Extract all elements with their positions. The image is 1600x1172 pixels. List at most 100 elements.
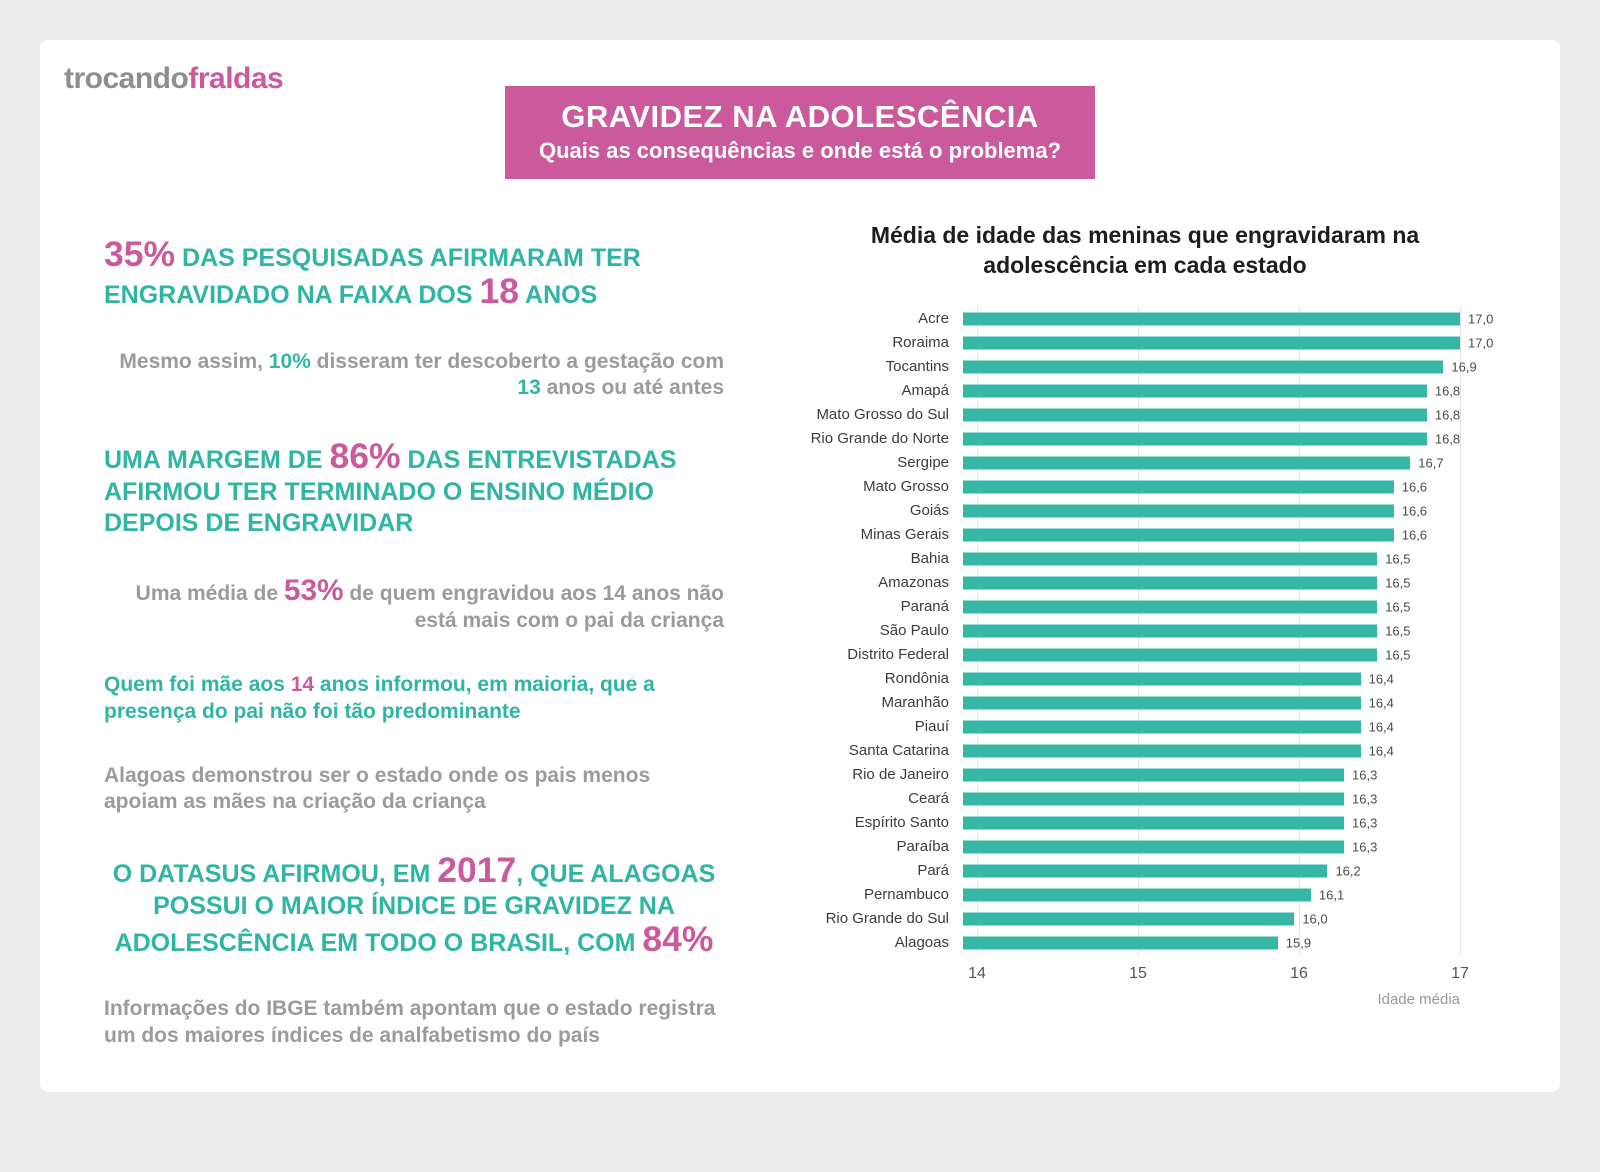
page-title: GRAVIDEZ NA ADOLESCÊNCIA <box>561 99 1039 134</box>
state-label: Maranhão <box>881 694 949 712</box>
chart-section: Média de idade das meninas que engravida… <box>724 221 1512 1087</box>
value-label: 16,1 <box>1318 887 1345 903</box>
stat-text-segment: Alagoas demonstrou ser o estado onde os … <box>104 763 651 814</box>
value-bar <box>963 744 1361 758</box>
state-label: Piauí <box>914 718 949 736</box>
value-label: 16,4 <box>1368 743 1394 759</box>
state-label: Paraná <box>900 598 949 616</box>
stat-text-segment: Quem foi mãe aos <box>104 672 291 696</box>
stat-text-segment: 84% <box>642 918 714 959</box>
state-label: Rio de Janeiro <box>852 766 949 784</box>
axis-tick-label: 14 <box>968 964 986 982</box>
state-label: Alagoas <box>894 934 949 952</box>
state-label: Bahia <box>910 550 949 568</box>
chart-row: Paraíba 16,3 <box>778 835 1512 859</box>
row-plot-area: 16,5 <box>963 571 1460 595</box>
header-banner: GRAVIDEZ NA ADOLESCÊNCIA Quais as conseq… <box>504 86 1096 179</box>
chart-row: Tocantins 16,9 <box>778 355 1512 379</box>
chart-row: Amapá 16,8 <box>778 379 1512 403</box>
chart-row: Mato Grosso do Sul 16,8 <box>778 403 1512 427</box>
value-bar <box>963 936 1278 950</box>
axis-tick-label: 15 <box>1129 964 1147 982</box>
chart-row: Rio Grande do Norte 16,8 <box>778 427 1512 451</box>
value-bar <box>963 912 1295 926</box>
row-plot-area: 16,4 <box>963 691 1460 715</box>
value-label: 16,3 <box>1352 839 1378 855</box>
stat-text-segment: anos ou até antes <box>540 376 724 400</box>
value-bar <box>963 696 1361 710</box>
state-label: Amapá <box>901 382 949 400</box>
value-bar <box>963 360 1444 374</box>
state-label: Espírito Santo <box>854 814 949 832</box>
value-bar <box>963 456 1411 470</box>
row-plot-area: 16,5 <box>963 547 1460 571</box>
stat-text-segment: de quem engravidou aos 14 anos não está … <box>343 582 724 632</box>
row-plot-area: 16,4 <box>963 667 1460 691</box>
value-label: 16,3 <box>1352 815 1378 831</box>
axis-tick-label: 17 <box>1451 964 1469 982</box>
stat-text-segment: 2017 <box>437 850 517 891</box>
row-plot-area: 16,3 <box>963 835 1460 859</box>
value-label: 16,5 <box>1385 623 1411 639</box>
row-plot-area: 16,3 <box>963 763 1460 787</box>
chart-xlabel: Idade média <box>1377 990 1460 1008</box>
value-label: 16,7 <box>1418 455 1444 471</box>
chart-row: São Paulo 16,5 <box>778 619 1512 643</box>
page-subtitle: Quais as consequências e onde está o pro… <box>538 138 1062 163</box>
row-plot-area: 16,8 <box>963 379 1460 403</box>
logo: trocandofraldas <box>64 62 284 96</box>
value-bar <box>963 528 1394 542</box>
value-label: 16,5 <box>1385 575 1411 591</box>
state-label: Rio Grande do Sul <box>825 910 949 928</box>
row-plot-area: 16,5 <box>963 643 1460 667</box>
logo-text-fraldas: fraldas <box>188 62 284 95</box>
stat-text-segment: , QUE ALAGOAS POSSUI O MAIOR ÍNDICE DE G… <box>114 860 716 957</box>
chart-row: Amazonas 16,5 <box>778 571 1512 595</box>
value-bar <box>963 600 1378 614</box>
stat-text-segment: 18 <box>479 271 520 312</box>
state-label: São Paulo <box>879 622 949 640</box>
chart-row: Pernambuco 16,1 <box>778 883 1512 907</box>
state-label: Minas Gerais <box>860 526 949 544</box>
value-label: 16,6 <box>1401 503 1428 519</box>
chart-row: Piauí 16,4 <box>778 715 1512 739</box>
row-plot-area: 16,5 <box>963 595 1460 619</box>
state-label: Acre <box>918 310 949 328</box>
stat-block: Alagoas demonstrou ser o estado onde os … <box>104 763 724 817</box>
value-label: 16,8 <box>1434 431 1461 447</box>
row-plot-area: 16,4 <box>963 739 1460 763</box>
value-label: 16,6 <box>1401 527 1428 543</box>
row-plot-area: 17,0 <box>963 307 1493 331</box>
chart-row: Acre 17,0 <box>778 307 1512 331</box>
chart-row: Minas Gerais 16,6 <box>778 523 1512 547</box>
stat-text-segment: 13 <box>517 376 541 400</box>
value-label: 16,0 <box>1302 911 1328 927</box>
bar-chart: Acre 17,0 Roraima 17,0 Tocantins 16,9 Amapá 16,… <box>778 306 1512 955</box>
value-label: 16,8 <box>1434 407 1461 423</box>
value-label: 17,0 <box>1468 311 1494 327</box>
stat-block: 35% DAS PESQUISADAS AFIRMARAM TER ENGRAV… <box>104 236 724 312</box>
stat-text-segment: Informações do IBGE também apontam que o… <box>104 997 716 1047</box>
chart-row: Rio Grande do Sul 16,0 <box>778 907 1512 931</box>
chart-row: Bahia 16,5 <box>778 547 1512 571</box>
chart-row: Mato Grosso 16,6 <box>778 475 1512 499</box>
stat-text-segment: Uma média de <box>135 582 284 605</box>
state-label: Mato Grosso <box>863 478 949 496</box>
state-label: Ceará <box>908 790 949 808</box>
chart-row: Goiás 16,6 <box>778 499 1512 523</box>
value-bar <box>963 408 1427 422</box>
stat-text-segment: anos informou, em maioria, que a presenç… <box>104 672 655 723</box>
chart-row: Maranhão 16,4 <box>778 691 1512 715</box>
row-plot-area: 16,3 <box>963 787 1460 811</box>
chart-row: Santa Catarina 16,4 <box>778 739 1512 763</box>
stat-text-segment: UMA MARGEM DE <box>104 446 330 475</box>
row-plot-area: 16,8 <box>963 403 1460 427</box>
axis-tick-label: 16 <box>1290 964 1308 982</box>
grid-line <box>1460 306 1461 955</box>
chart-row: Sergipe 16,7 <box>778 451 1512 475</box>
stat-block: Uma média de 53% de quem engravidou aos … <box>104 576 724 635</box>
state-label: Rio Grande do Norte <box>810 430 949 448</box>
value-label: 17,0 <box>1468 335 1494 351</box>
value-bar <box>963 672 1361 686</box>
chart-title: Média de idade das meninas que engravida… <box>870 222 1420 278</box>
